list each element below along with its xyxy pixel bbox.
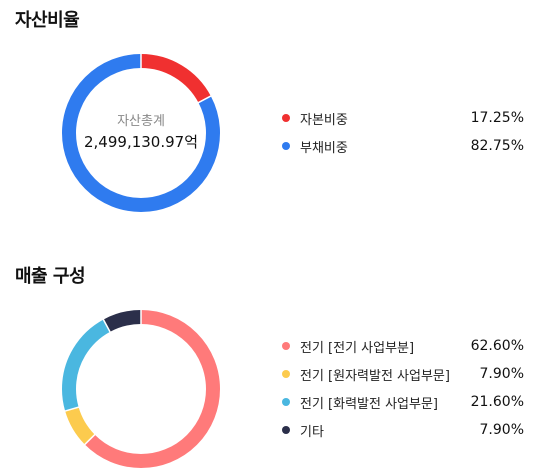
legend-dot-icon [282,426,290,434]
donut-slice-1-2[interactable] [62,310,220,468]
legend-label: 자본비중 [300,112,348,128]
total-assets-value: 2,499,130.97억 [84,133,198,151]
legend-dot-icon [282,342,290,350]
legend-dot-icon [282,370,290,378]
legend-value: 7.90% [479,366,524,382]
legend-value: 21.60% [470,394,524,410]
slice-separator-0-1 [197,94,213,104]
legend-dot-icon [282,142,290,150]
legend-value: 62.60% [470,338,524,354]
revenue-composition-title: 매출 구성 [15,266,86,287]
asset-ratio-legend: 자본비중 17.25% 부채비중 82.75% [282,104,524,160]
asset-ratio-section: 자산비율 자산총계 2,499,130.97억 자본비중 17.25% 부채비중 82… [15,10,524,212]
legend-label: 전기 [화력발전 사업부문] [300,396,439,412]
legend-item-0-0[interactable]: 자본비중 17.25% [282,104,524,132]
slice-separator-1-1 [83,433,96,446]
total-assets-label: 자산총계 [117,114,165,129]
legend-item-0-1[interactable]: 부채비중 82.75% [282,132,524,160]
slice-separator-1-2 [63,406,80,413]
legend-dot-icon [282,398,290,406]
legend-item-1-3[interactable]: 기타 7.90% [282,416,524,444]
legend-label: 부채비중 [300,140,348,156]
legend-value: 82.75% [470,138,524,154]
legend-value: 7.90% [479,422,524,438]
asset-ratio-title: 자산비율 [15,10,80,31]
legend-label: 기타 [300,424,324,440]
revenue-composition-legend: 전기 [전기 사업부분] 62.60% 전기 [원자력발전 사업부문] 7.90% 전기… [282,332,524,444]
legend-item-1-2[interactable]: 전기 [화력발전 사업부문] 21.60% [282,388,524,416]
revenue-composition-section: 매출 구성 전기 [전기 사업부분] 62.60% 전기 [원자력발전 사업부문] 7… [0,250,536,472]
legend-dot-icon [282,114,290,122]
legend-item-1-0[interactable]: 전기 [전기 사업부분] 62.60% [282,332,524,360]
legend-value: 17.25% [470,110,524,126]
legend-item-1-1[interactable]: 전기 [원자력발전 사업부문] 7.90% [282,360,524,388]
legend-label: 전기 [원자력발전 사업부문] [300,368,450,384]
asset-ratio-donut-chart [62,53,220,212]
revenue-composition-donut-chart [62,309,220,468]
slice-separator-1-3 [102,318,112,334]
legend-label: 전기 [전기 사업부분] [300,340,415,356]
